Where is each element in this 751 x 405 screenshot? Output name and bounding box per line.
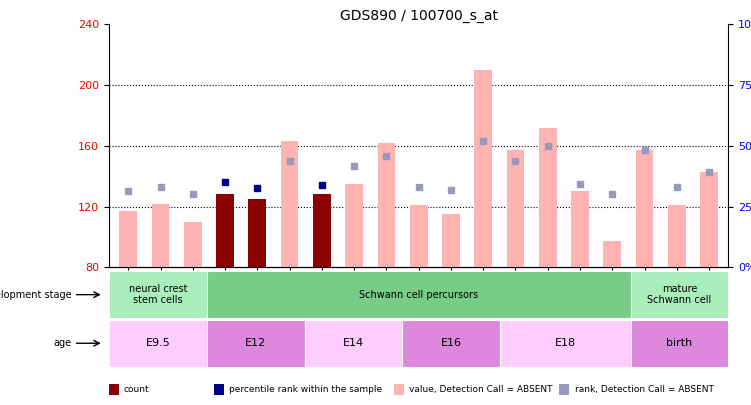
Text: E14: E14 bbox=[343, 338, 364, 348]
Text: E18: E18 bbox=[555, 338, 576, 348]
Text: count: count bbox=[124, 385, 149, 394]
Bar bbox=[700, 172, 718, 267]
Bar bbox=[152, 203, 170, 267]
Text: neural crest
stem cells: neural crest stem cells bbox=[128, 284, 187, 305]
Bar bbox=[410, 205, 427, 267]
Bar bbox=[635, 150, 653, 267]
Bar bbox=[603, 241, 621, 267]
Bar bbox=[475, 70, 492, 267]
Text: Schwann cell percursors: Schwann cell percursors bbox=[359, 290, 478, 300]
Title: GDS890 / 100700_s_at: GDS890 / 100700_s_at bbox=[339, 9, 498, 23]
Bar bbox=[572, 192, 589, 267]
Bar bbox=[249, 199, 266, 267]
Bar bbox=[313, 194, 330, 267]
Text: mature
Schwann cell: mature Schwann cell bbox=[647, 284, 712, 305]
Text: birth: birth bbox=[666, 338, 692, 348]
Bar bbox=[668, 205, 686, 267]
Text: development stage: development stage bbox=[0, 290, 71, 300]
Text: value, Detection Call = ABSENT: value, Detection Call = ABSENT bbox=[409, 385, 553, 394]
Text: E9.5: E9.5 bbox=[146, 338, 170, 348]
Text: E16: E16 bbox=[441, 338, 462, 348]
Bar bbox=[345, 184, 363, 267]
Text: E12: E12 bbox=[245, 338, 266, 348]
Bar bbox=[216, 194, 234, 267]
Bar bbox=[184, 222, 202, 267]
Bar bbox=[119, 211, 137, 267]
Text: rank, Detection Call = ABSENT: rank, Detection Call = ABSENT bbox=[575, 385, 713, 394]
Bar bbox=[442, 214, 460, 267]
Text: percentile rank within the sample: percentile rank within the sample bbox=[229, 385, 382, 394]
Bar bbox=[507, 150, 524, 267]
Text: age: age bbox=[53, 338, 71, 348]
Bar bbox=[281, 141, 298, 267]
Bar bbox=[539, 128, 556, 267]
Bar bbox=[378, 143, 395, 267]
